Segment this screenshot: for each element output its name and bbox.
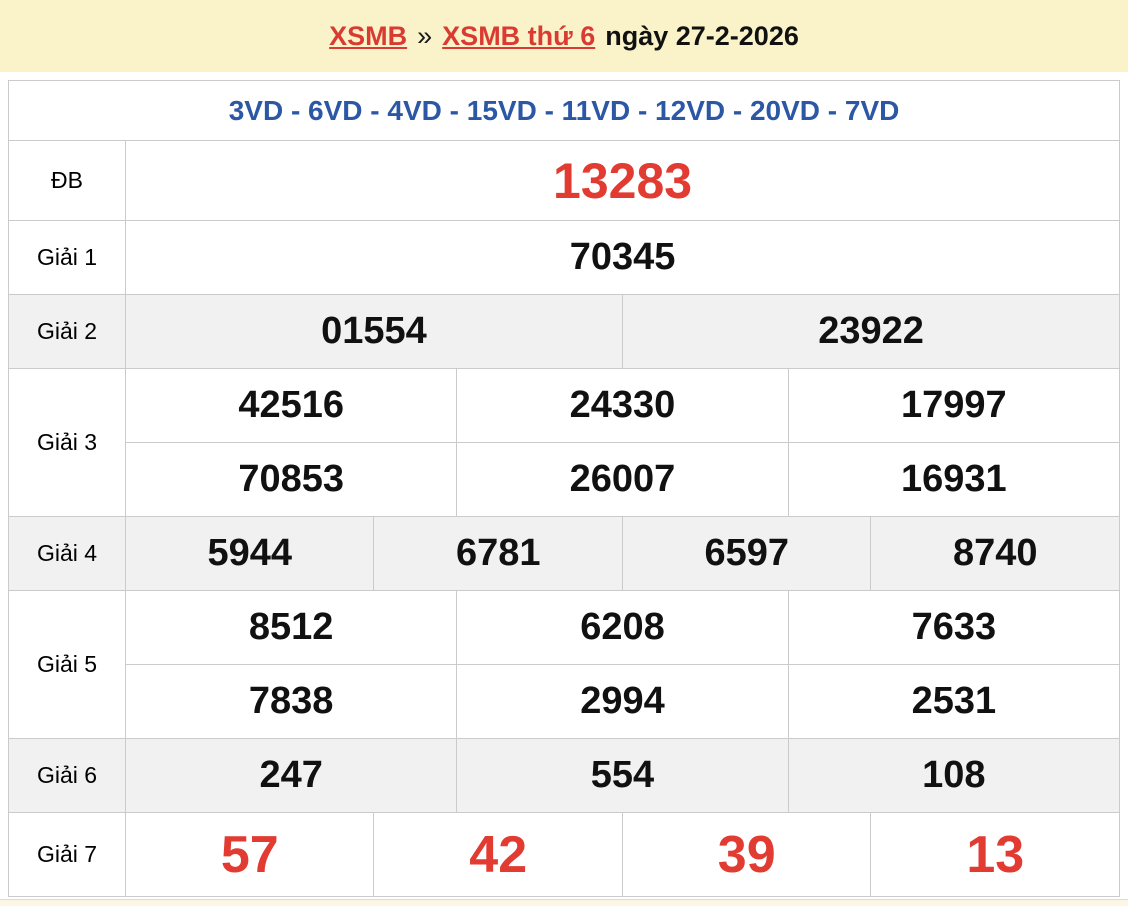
prize-value: 6781: [373, 516, 623, 591]
prize-value: 13: [870, 812, 1121, 897]
prize-value: 5944: [124, 516, 375, 591]
breadcrumb-separator: »: [417, 20, 433, 51]
prize-value-special: 13283: [124, 140, 1121, 221]
prize-row-3a: Giải 3 42516 24330 17997: [8, 368, 1121, 517]
prize-value: 26007: [456, 442, 789, 517]
prize-value: 7838: [124, 664, 458, 739]
prize-value: 23922: [621, 294, 1121, 369]
prize-value: 01554: [125, 294, 623, 369]
prize-row-5b: 7838 2994 2531: [9, 664, 1121, 739]
prize-value: 42: [373, 812, 623, 897]
prize-label-1: Giải 1: [8, 220, 126, 295]
prize-row-4: Giải 4 5944 6781 6597 8740: [8, 516, 1121, 591]
prize-row-7: Giải 7 57 42 39 13: [8, 812, 1121, 897]
prize-value: 2531: [787, 664, 1121, 739]
prize-value: 247: [124, 738, 458, 813]
breadcrumb-link-xsmb-day[interactable]: XSMB thứ 6: [442, 20, 596, 51]
prize-value: 17997: [787, 368, 1121, 443]
prize-row-2: Giải 2 01554 23922: [8, 294, 1121, 369]
loto-summary-text: 3VD - 6VD - 4VD - 15VD - 11VD - 12VD - 2…: [7, 80, 1121, 141]
prize-label-special: ĐB: [8, 140, 126, 221]
prize-value: 57: [124, 812, 375, 897]
spacer: [0, 72, 1128, 80]
prize-value: 8512: [124, 590, 458, 665]
prize-label-5: Giải 5: [8, 590, 126, 739]
prize-label-4: Giải 4: [8, 516, 126, 591]
next-section-top-edge: [0, 899, 1128, 906]
prize-row-5a: Giải 5 8512 6208 7633: [8, 590, 1121, 739]
prize-value: 6597: [621, 516, 872, 591]
prize-row-special: ĐB 13283: [8, 140, 1121, 221]
prize-value: 108: [787, 738, 1121, 813]
prize-value: 39: [621, 812, 872, 897]
prize-value: 7633: [787, 590, 1121, 665]
prize-value: 42516: [124, 368, 458, 443]
prize-value: 24330: [456, 368, 789, 443]
prize-row-6: Giải 6 247 554 108: [8, 738, 1121, 813]
prize-value: 2994: [456, 664, 789, 739]
prize-label-6: Giải 6: [8, 738, 126, 813]
prize-label-7: Giải 7: [8, 812, 126, 897]
prize-label-3: Giải 3: [8, 368, 126, 517]
breadcrumb-link-xsmb[interactable]: XSMB: [329, 20, 408, 51]
prize-label-2: Giải 2: [8, 294, 126, 369]
results-table: 3VD - 6VD - 4VD - 15VD - 11VD - 12VD - 2…: [7, 80, 1121, 897]
breadcrumb-date-text: ngày 27-2-2026: [605, 20, 799, 51]
loto-summary-row: 3VD - 6VD - 4VD - 15VD - 11VD - 12VD - 2…: [7, 80, 1121, 141]
breadcrumb: XSMB » XSMB thứ 6 ngày 27-2-2026: [0, 0, 1128, 72]
prize-value: 6208: [456, 590, 789, 665]
prize-value: 554: [456, 738, 789, 813]
prize-value: 70853: [124, 442, 458, 517]
prize-value: 70345: [124, 220, 1121, 295]
prize-row-1: Giải 1 70345: [8, 220, 1121, 295]
prize-value: 16931: [787, 442, 1121, 517]
prize-value: 8740: [870, 516, 1121, 591]
prize-row-3b: 70853 26007 16931: [9, 442, 1121, 517]
